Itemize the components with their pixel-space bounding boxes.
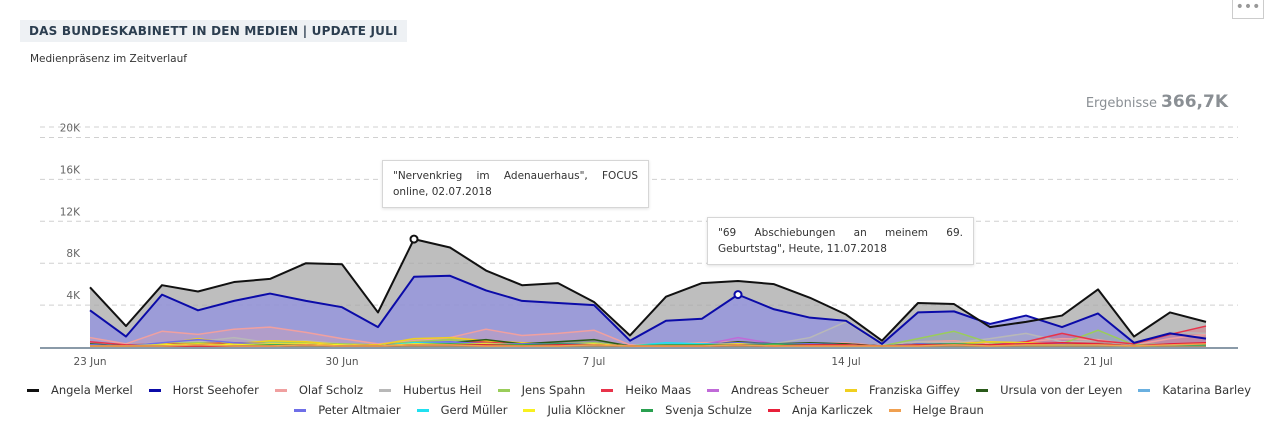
legend-item[interactable]: Julia Klöckner bbox=[523, 403, 625, 417]
legend-swatch bbox=[707, 388, 720, 392]
legend-item[interactable]: Helge Braun bbox=[888, 403, 984, 417]
legend-swatch bbox=[523, 408, 536, 412]
series-line-angela-merkel bbox=[89, 238, 1207, 342]
legend-label: Hubertus Heil bbox=[403, 383, 482, 397]
highlight-marker bbox=[409, 234, 419, 244]
tooltip-text: "Nervenkrieg im Adenauerhaus", FOCUS onl… bbox=[393, 170, 638, 198]
ellipsis-icon: ••• bbox=[1235, 0, 1261, 15]
legend-row: Peter Altmaier Gerd Müller Julia Klöckner S… bbox=[0, 400, 1278, 420]
legend-label: Svenja Schulze bbox=[665, 403, 752, 417]
y-tick-label: 4K bbox=[66, 290, 81, 302]
tooltip-merkel-peak: "Nervenkrieg im Adenauerhaus", FOCUS onl… bbox=[382, 160, 649, 208]
legend-swatch bbox=[767, 408, 780, 412]
legend-swatch bbox=[601, 388, 614, 392]
legend-item[interactable]: Franziska Giffey bbox=[844, 383, 961, 397]
legend-item[interactable]: Horst Seehofer bbox=[148, 383, 259, 397]
x-tick-label: 23 Jun bbox=[73, 356, 106, 368]
legend-item[interactable]: Angela Merkel bbox=[26, 383, 133, 397]
legend-swatch bbox=[416, 408, 429, 412]
legend-swatch bbox=[26, 388, 39, 392]
legend-item[interactable]: Anja Karliczek bbox=[767, 403, 873, 417]
legend-label: Anja Karliczek bbox=[791, 403, 873, 417]
chart-title-text: DAS BUNDESKABINETT IN DEN MEDIEN | UPDAT… bbox=[29, 24, 398, 38]
legend-label: Gerd Müller bbox=[440, 403, 508, 417]
legend-swatch bbox=[888, 408, 901, 412]
y-tick-label: 16K bbox=[60, 164, 81, 176]
x-tick-label: 7 Jul bbox=[583, 356, 606, 368]
legend-swatch bbox=[148, 388, 161, 392]
legend-swatch bbox=[274, 388, 287, 392]
legend-item[interactable]: Jens Spahn bbox=[497, 383, 586, 397]
legend-swatch bbox=[844, 388, 857, 392]
legend-label: Andreas Scheuer bbox=[731, 383, 829, 397]
legend-item[interactable]: Peter Altmaier bbox=[294, 403, 401, 417]
y-tick-label: 12K bbox=[60, 206, 81, 218]
legend-item[interactable]: Heiko Maas bbox=[601, 383, 691, 397]
legend-swatch bbox=[641, 408, 654, 412]
highlight-marker bbox=[733, 290, 743, 300]
chart-subtitle: Medienpräsenz im Zeitverlauf bbox=[30, 53, 187, 65]
chart-title: DAS BUNDESKABINETT IN DEN MEDIEN | UPDAT… bbox=[20, 20, 407, 42]
legend-label: Franziska Giffey bbox=[868, 383, 961, 397]
legend-item[interactable]: Katarina Barley bbox=[1138, 383, 1251, 397]
y-tick-label: 20K bbox=[60, 122, 81, 134]
legend-item[interactable]: Gerd Müller bbox=[416, 403, 508, 417]
legend-swatch bbox=[294, 408, 307, 412]
y-tick-label: 8K bbox=[66, 248, 81, 260]
tooltip-text: "69 Abschiebungen an meinem 69. Geburtst… bbox=[718, 227, 963, 255]
series-line-helge-braun bbox=[90, 343, 1207, 347]
legend-item[interactable]: Svenja Schulze bbox=[641, 403, 752, 417]
legend-label: Heiko Maas bbox=[625, 383, 692, 397]
legend-label: Jens Spahn bbox=[521, 383, 586, 397]
results-label: Ergebnisse bbox=[1085, 96, 1158, 111]
legend-swatch bbox=[976, 388, 989, 392]
legend-label: Peter Altmaier bbox=[318, 403, 401, 417]
legend-item[interactable]: Olaf Scholz bbox=[274, 383, 364, 397]
results-value: 366,7K bbox=[1161, 92, 1228, 112]
area-horst-seehofer bbox=[90, 275, 1206, 347]
legend-row: Angela Merkel Horst Seehofer Olaf Scholz Hu… bbox=[0, 380, 1278, 400]
chart-menu-button[interactable]: ••• bbox=[1232, 0, 1264, 19]
tooltip-seehofer-peak: "69 Abschiebungen an meinem 69. Geburtst… bbox=[707, 217, 974, 265]
legend-label: Angela Merkel bbox=[50, 383, 133, 397]
legend-swatch bbox=[497, 388, 510, 392]
legend-label: Olaf Scholz bbox=[298, 383, 364, 397]
x-tick-label: 14 Jul bbox=[831, 356, 860, 368]
results-counter: Ergebnisse 366,7K bbox=[1086, 92, 1228, 112]
legend-swatch bbox=[1138, 388, 1151, 392]
legend-label: Katarina Barley bbox=[1162, 383, 1252, 397]
x-tick-label: 21 Jul bbox=[1083, 356, 1112, 368]
legend-label: Ursula von der Leyen bbox=[1000, 383, 1123, 397]
legend-label: Julia Klöckner bbox=[547, 403, 626, 417]
series-line-horst-seehofer bbox=[89, 274, 1207, 345]
legend-item[interactable]: Hubertus Heil bbox=[379, 383, 482, 397]
legend-item[interactable]: Andreas Scheuer bbox=[707, 383, 829, 397]
chart-legend: Angela Merkel Horst Seehofer Olaf Scholz Hu… bbox=[0, 380, 1278, 420]
x-tick-label: 30 Jun bbox=[325, 356, 358, 368]
legend-label: Horst Seehofer bbox=[172, 383, 259, 397]
legend-swatch bbox=[379, 388, 392, 392]
legend-label: Helge Braun bbox=[912, 403, 984, 417]
legend-item[interactable]: Ursula von der Leyen bbox=[976, 383, 1122, 397]
area-jens-spahn bbox=[90, 330, 1206, 347]
